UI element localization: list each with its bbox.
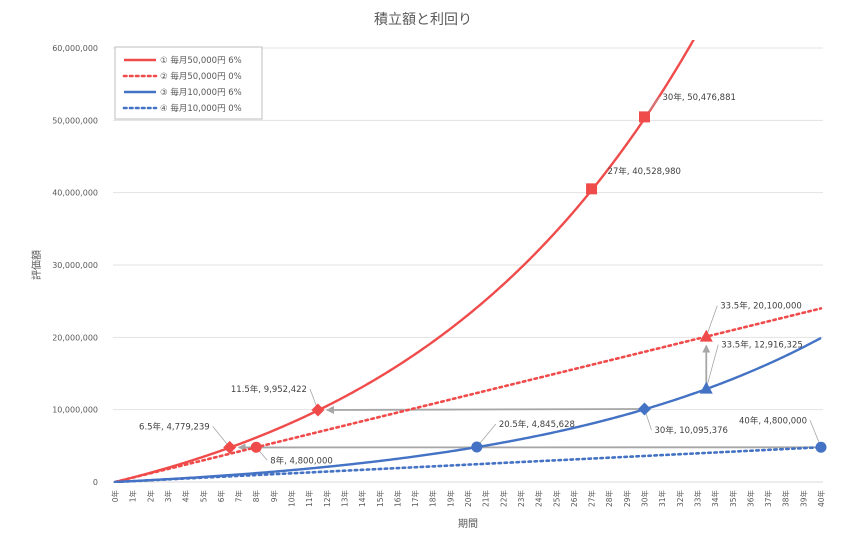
y-tick-label: 40,000,000 — [52, 189, 98, 198]
marker-diamond — [638, 402, 651, 416]
x-tick-label: 25年 — [551, 490, 561, 508]
x-tick-label: 9年 — [269, 490, 279, 503]
marker-circle — [471, 441, 483, 453]
x-tick-label: 29年 — [622, 490, 632, 508]
x-tick-label: 4年 — [181, 490, 191, 503]
y-tick-label: 30,000,000 — [52, 261, 98, 270]
x-tick-label: 23年 — [516, 490, 526, 508]
marker-diamond — [223, 440, 237, 454]
x-tick-label: 15年 — [375, 490, 385, 508]
x-tick-label: 11年 — [304, 490, 314, 508]
data-label: 30年, 10,095,376 — [655, 425, 728, 436]
x-tick-label: 13年 — [339, 490, 349, 508]
x-tick-label: 32年 — [675, 490, 685, 508]
x-tick-label: 34年 — [710, 490, 720, 508]
x-tick-label: 2年 — [145, 490, 155, 503]
x-tick-label: 10年 — [287, 490, 297, 508]
x-tick-label: 26年 — [569, 490, 579, 508]
y-axis-ticks: 0 10,000,000 20,000,000 30,000,000 40,000,00… — [52, 44, 98, 487]
data-label: 27年, 40,528,980 — [608, 166, 681, 177]
marker-square — [586, 183, 598, 195]
y-tick-label: 50,000,000 — [52, 116, 98, 125]
x-tick-label: 28年 — [604, 490, 614, 508]
data-label: 30年, 50,476,881 — [663, 92, 736, 103]
marker-square — [639, 111, 650, 123]
x-tick-label: 40年 — [816, 490, 826, 508]
leader-line — [705, 305, 718, 337]
marker-diamond — [311, 403, 325, 417]
x-tick-label: 38年 — [781, 490, 791, 508]
x-tick-label: 33年 — [692, 490, 702, 508]
x-tick-label: 31年 — [657, 490, 667, 508]
marker-triangle — [699, 329, 713, 342]
marker-circle — [250, 441, 262, 453]
y-tick-label: 0 — [93, 478, 98, 487]
y-tick-label: 10,000,000 — [52, 406, 98, 415]
x-tick-label: 35年 — [728, 490, 738, 508]
marker-triangle — [699, 381, 713, 394]
x-tick-label: 27年 — [587, 490, 597, 508]
y-tick-label: 20,000,000 — [52, 333, 98, 342]
legend-entry-4: ④ 毎月10,000円 0% — [160, 103, 242, 114]
x-axis-label: 期間 — [458, 518, 478, 530]
x-tick-label: 22年 — [498, 490, 508, 508]
x-tick-label: 39年 — [798, 490, 808, 508]
arrow — [325, 405, 639, 414]
data-label: 8年, 4,800,000 — [270, 455, 333, 466]
x-tick-label: 3年 — [163, 490, 173, 503]
x-tick-label: 12年 — [322, 490, 332, 508]
data-label: 33.5年, 20,100,000 — [720, 301, 802, 312]
x-tick-label: 16年 — [392, 490, 402, 508]
x-tick-label: 14年 — [357, 490, 367, 508]
y-axis-label: 評価額 — [30, 250, 43, 280]
x-tick-label: 6年 — [216, 490, 226, 503]
x-tick-label: 0年 — [110, 490, 120, 503]
x-tick-label: 17年 — [410, 490, 420, 508]
chart-title: 積立額と利回り — [374, 12, 472, 28]
x-tick-label: 5年 — [198, 490, 208, 503]
x-tick-label: 30年 — [640, 490, 650, 508]
legend-entry-1: ① 毎月50,000円 6% — [160, 55, 242, 66]
x-tick-label: 7年 — [234, 490, 244, 503]
legend-entry-2: ② 毎月50,000円 0% — [160, 71, 242, 82]
x-tick-label: 37年 — [763, 490, 773, 508]
x-axis-ticks: 0年 1年 2年 3年 4年 5年 6年 7年 8年 9年 10年 11年 12年 13年 14年 15年 16… — [110, 490, 826, 508]
x-tick-label: 18年 — [428, 490, 438, 508]
data-label: 33.5年, 12,916,325 — [721, 340, 803, 351]
data-label: 11.5年, 9,952,422 — [231, 384, 307, 395]
data-label: 20.5年, 4,845,628 — [499, 419, 575, 430]
x-tick-label: 19年 — [445, 490, 455, 508]
series-line-4 — [113, 445, 823, 483]
arrows — [237, 344, 816, 452]
data-label: 6.5年, 4,779,239 — [139, 421, 210, 432]
data-label: 40年, 4,800,000 — [739, 415, 807, 426]
x-tick-label: 20年 — [463, 490, 473, 508]
x-tick-label: 24年 — [534, 490, 544, 508]
data-markers — [223, 111, 827, 454]
leader-line — [705, 344, 719, 389]
x-tick-label: 21年 — [481, 490, 491, 508]
legend: ① 毎月50,000円 6% ② 毎月50,000円 0% ③ 毎月10,000円 … — [114, 46, 263, 120]
leader-lines — [212, 96, 822, 461]
legend-entry-3: ③ 毎月10,000円 6% — [160, 87, 242, 98]
y-tick-label: 60,000,000 — [52, 44, 98, 53]
x-tick-label: 36年 — [745, 490, 755, 508]
x-tick-label: 1年 — [128, 490, 138, 503]
marker-circle — [815, 441, 827, 453]
series-line-2 — [113, 307, 823, 483]
data-labels: 6.5年, 4,779,239 8年, 4,800,000 11.5年, 9,952… — [139, 92, 807, 466]
x-tick-label: 8年 — [251, 490, 261, 503]
